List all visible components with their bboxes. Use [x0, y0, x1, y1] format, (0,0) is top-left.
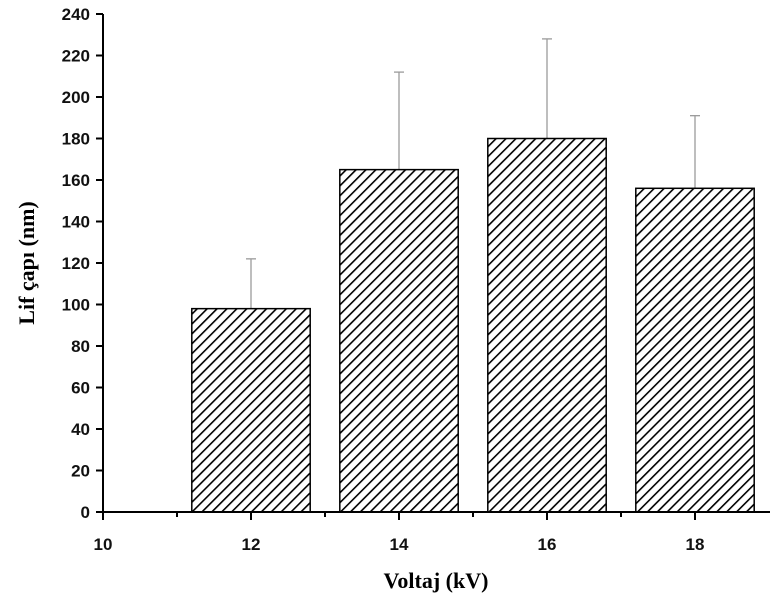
y-axis-title: Lif çapı (nm) — [14, 201, 39, 324]
error-bars — [246, 38, 700, 309]
y-tick-label-160: 160 — [62, 171, 90, 190]
x-tick-label-10: 10 — [94, 535, 113, 554]
bar-16kv — [487, 137, 607, 513]
y-tick-label-140: 140 — [62, 213, 90, 232]
y-tick-label-60: 60 — [71, 379, 90, 398]
y-tick-label-20: 20 — [71, 462, 90, 481]
y-tick-label-100: 100 — [62, 296, 90, 315]
y-tick-label-0: 0 — [81, 503, 90, 522]
x-tick-label-18: 18 — [686, 535, 705, 554]
y-tick-label-240: 240 — [62, 5, 90, 24]
y-tick-label-40: 40 — [71, 420, 90, 439]
x-axis-title: Voltaj (kV) — [384, 568, 489, 593]
bar-18kv — [635, 187, 755, 513]
y-tick-label-200: 200 — [62, 88, 90, 107]
y-tick-label-120: 120 — [62, 254, 90, 273]
bar-14kv — [339, 168, 459, 513]
x-tick-label-12: 12 — [242, 535, 261, 554]
x-tick-label-16: 16 — [538, 535, 557, 554]
bar-12kv — [191, 307, 311, 513]
y-tick-label-220: 220 — [62, 47, 90, 66]
y-axis-ticks: 0 20 40 60 80 100 120 140 160 180 200 220 240 — [62, 5, 103, 522]
x-axis-ticks: 10 12 14 16 18 — [94, 512, 705, 554]
x-tick-label-14: 14 — [390, 535, 409, 554]
y-tick-label-180: 180 — [62, 130, 90, 149]
y-tick-label-80: 80 — [71, 337, 90, 356]
bars — [191, 137, 755, 513]
